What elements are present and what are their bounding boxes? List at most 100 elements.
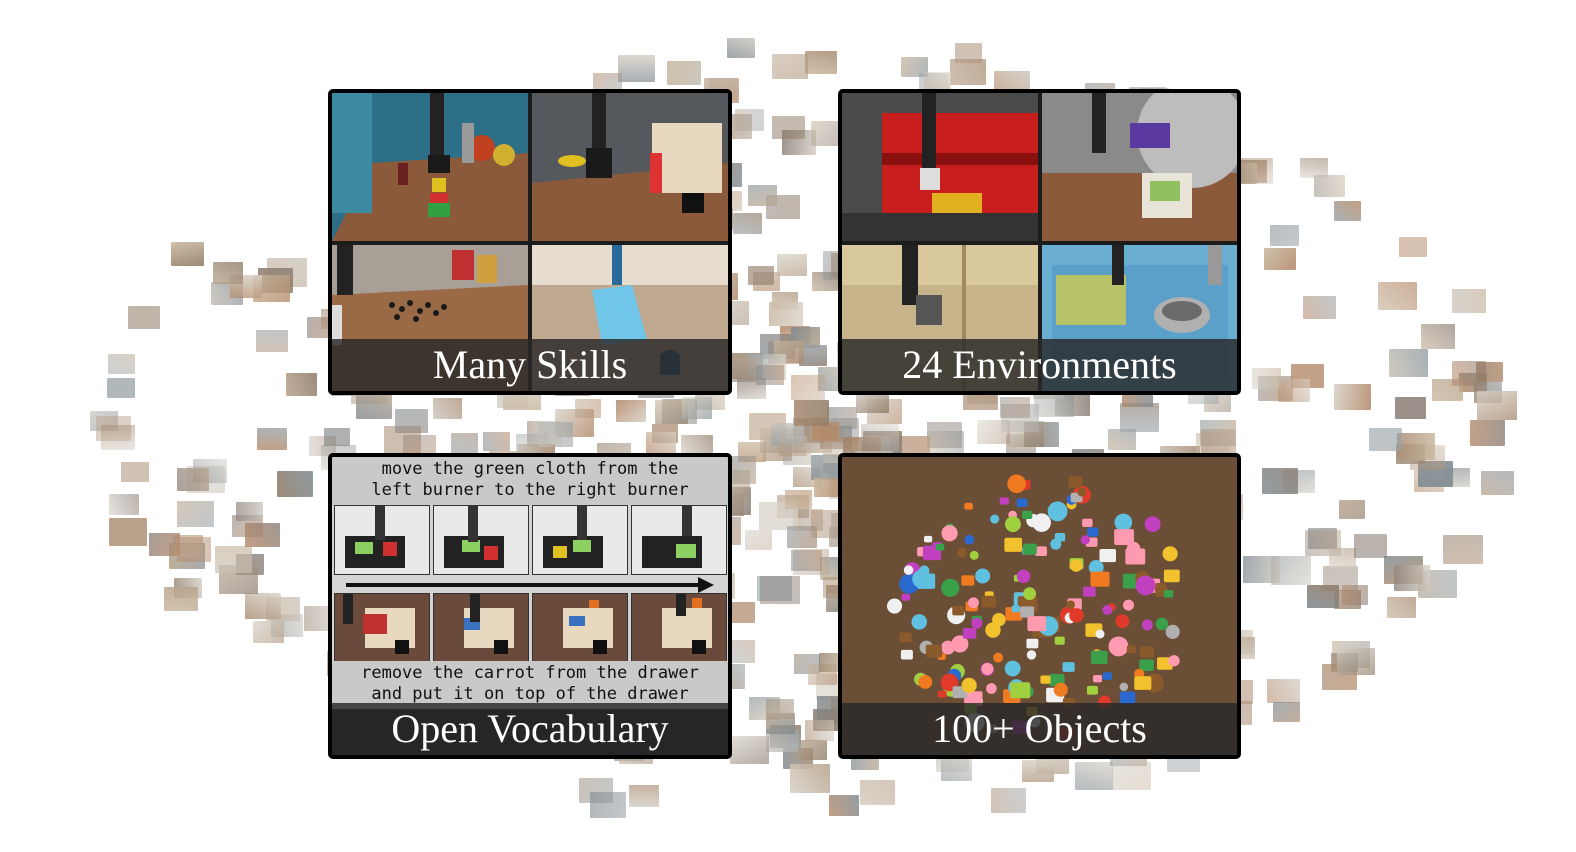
toy-object — [1155, 617, 1169, 631]
background-thumbnail — [829, 795, 859, 817]
background-thumbnail — [1396, 432, 1435, 461]
background-thumbnail — [628, 785, 660, 808]
background-thumbnail — [776, 253, 808, 276]
many-skills-panel: Many Skills — [328, 89, 732, 395]
toy-object — [1092, 675, 1103, 683]
background-thumbnail — [856, 389, 890, 414]
toy-object — [1163, 590, 1174, 598]
background-thumbnail — [1313, 174, 1345, 198]
toy-object — [1086, 685, 1098, 695]
background-thumbnail — [618, 55, 656, 83]
background-thumbnail — [1443, 535, 1483, 564]
frame-stove-4 — [631, 505, 727, 575]
background-thumbnail — [1261, 467, 1298, 494]
frame-stove-1 — [334, 505, 430, 575]
background-thumbnail — [1278, 379, 1310, 402]
background-thumbnail — [1368, 427, 1402, 452]
background-thumbnail — [812, 421, 840, 441]
toy-object — [901, 593, 911, 601]
toy-object — [999, 497, 1009, 505]
toy-object — [1068, 476, 1083, 488]
background-thumbnail — [786, 526, 818, 549]
toy-object — [1023, 543, 1037, 555]
background-thumbnail — [1022, 759, 1055, 783]
background-thumbnail — [1328, 547, 1356, 568]
toy-object — [1054, 636, 1065, 645]
toy-object — [968, 597, 979, 609]
environments-caption: 24 Environments — [842, 339, 1237, 391]
background-thumbnail — [177, 500, 215, 528]
background-thumbnail — [244, 592, 281, 619]
background-thumbnail — [804, 50, 837, 75]
background-thumbnail — [814, 477, 842, 498]
background-thumbnail — [1386, 597, 1417, 619]
background-thumbnail — [1421, 324, 1455, 349]
toy-object — [1114, 529, 1134, 546]
toy-object — [1026, 638, 1039, 649]
background-thumbnail — [1272, 702, 1301, 722]
background-thumbnail — [954, 43, 983, 63]
background-thumbnail — [1451, 288, 1486, 313]
background-thumbnail — [394, 408, 428, 433]
toy-object — [1095, 629, 1105, 639]
env-image-washer — [1042, 93, 1237, 241]
toy-object — [962, 628, 977, 639]
toy-object — [1032, 513, 1051, 532]
toy-object — [1119, 682, 1129, 692]
background-thumbnail — [748, 265, 775, 285]
toy-object — [1126, 645, 1137, 654]
environments-panel: 24 Environments — [838, 89, 1241, 395]
background-thumbnail — [1399, 237, 1427, 257]
toy-object — [1141, 619, 1153, 631]
toy-object — [993, 652, 1004, 663]
toy-object — [925, 644, 943, 658]
background-thumbnail — [654, 400, 689, 424]
background-thumbnail — [940, 758, 973, 782]
toy-object — [1102, 672, 1112, 680]
background-thumbnail — [1389, 349, 1429, 378]
background-thumbnail — [1476, 391, 1517, 420]
background-thumbnail — [1470, 420, 1506, 446]
toy-object — [1004, 537, 1023, 552]
toy-object — [981, 595, 997, 608]
toy-object — [961, 677, 977, 693]
background-thumbnail — [107, 354, 135, 374]
background-thumbnail — [433, 398, 463, 419]
background-thumbnail — [789, 764, 830, 793]
background-thumbnail — [726, 37, 756, 59]
background-thumbnail — [785, 489, 812, 509]
env-image-toolbox — [842, 93, 1038, 241]
background-thumbnail — [1481, 471, 1515, 496]
toy-object — [935, 543, 945, 551]
toy-object — [975, 568, 991, 584]
background-thumbnail — [1266, 679, 1300, 704]
toy-object — [1004, 660, 1021, 677]
toy-object — [937, 690, 947, 698]
toy-object — [1021, 510, 1033, 519]
toy-object — [985, 622, 1001, 638]
instruction-top: move the green cloth from the left burne… — [332, 457, 728, 505]
background-thumbnail — [790, 375, 825, 400]
background-thumbnail — [756, 364, 785, 386]
toy-object — [899, 632, 912, 643]
background-thumbnail — [726, 602, 756, 624]
toy-object — [1010, 682, 1031, 699]
toy-object — [1087, 527, 1099, 537]
background-thumbnail — [681, 396, 712, 419]
toy-object — [1027, 616, 1047, 632]
toy-object — [1054, 533, 1066, 542]
toy-object — [1083, 586, 1096, 597]
background-thumbnail — [483, 431, 511, 452]
toy-object — [941, 578, 960, 597]
background-thumbnail — [1395, 396, 1427, 420]
frame-drawer-1 — [334, 593, 430, 663]
background-thumbnail — [256, 329, 288, 353]
background-thumbnail — [575, 399, 602, 419]
skill-image-stacking-blocks — [332, 93, 528, 241]
toy-object — [1007, 474, 1026, 494]
frames-area — [332, 505, 728, 663]
toy-object — [1162, 546, 1178, 562]
toy-object — [1165, 624, 1180, 639]
toy-object — [969, 550, 979, 560]
background-thumbnail — [323, 427, 350, 447]
